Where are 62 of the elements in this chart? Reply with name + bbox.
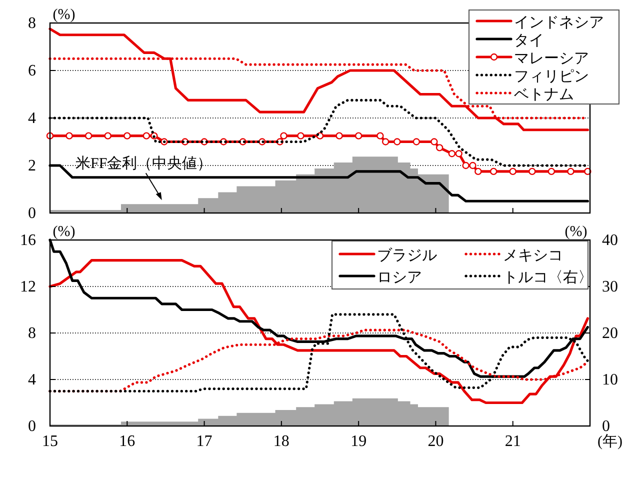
legend-label: フィリピン: [514, 69, 589, 85]
x-tick-label: 21: [504, 433, 521, 450]
point: [528, 168, 536, 176]
y-axis-title: (%): [52, 224, 76, 240]
point: [382, 138, 390, 146]
point: [474, 168, 482, 176]
point: [567, 168, 574, 176]
y2-tick-label: 30: [602, 278, 618, 296]
point: [455, 150, 462, 158]
point: [462, 162, 470, 170]
point: [124, 132, 131, 140]
y-tick-label: 8: [28, 325, 36, 342]
point: [490, 168, 498, 176]
point: [280, 132, 288, 140]
y-tick-label: 4: [28, 110, 36, 127]
point: [436, 144, 444, 152]
y-tick-label: 16: [20, 232, 36, 249]
legend-label: タイ: [514, 33, 544, 49]
point: [66, 132, 73, 140]
point: [448, 150, 456, 158]
legend-label: インドネシア: [514, 15, 604, 31]
point: [376, 132, 384, 140]
legend-label: マレーシア: [514, 51, 589, 67]
y-tick-label: 0: [28, 418, 36, 435]
legend-label: ベトナム: [514, 87, 574, 103]
legend-label: ブラジル: [377, 247, 437, 264]
y-tick-label: 8: [28, 15, 36, 32]
x-tick-label: 17: [196, 433, 212, 450]
point: [142, 132, 150, 140]
line-series: [48, 28, 589, 132]
point: [394, 138, 401, 146]
point: [469, 162, 476, 170]
y-tick-label: 2: [28, 158, 36, 174]
point: [412, 138, 420, 146]
x-tick-label: 18: [273, 433, 290, 450]
legend-label: ロシア: [377, 270, 422, 286]
x-tick-label: 19: [350, 433, 367, 450]
x-tick-label: 20: [428, 433, 444, 450]
y2-tick-label: 0: [602, 418, 610, 435]
y2-axis-title: (%): [564, 224, 588, 240]
point: [509, 168, 516, 176]
x-tick-label: 15: [42, 433, 58, 450]
y-axis-title: (%): [52, 7, 76, 23]
point: [354, 132, 362, 140]
point: [430, 138, 438, 146]
point: [336, 132, 343, 140]
x-tick-label: 16: [119, 433, 136, 450]
point: [548, 168, 556, 176]
legend-label: トルコ〈右〉: [503, 270, 593, 286]
y-tick-label: 0: [28, 205, 36, 222]
y2-tick-label: 40: [602, 232, 618, 249]
annotation: 米FF金利（中央値）: [76, 155, 212, 172]
y-tick-label: 6: [28, 62, 36, 80]
y2-tick-label: 20: [602, 325, 618, 342]
y2-tick-label: 10: [602, 372, 618, 388]
legend-label: メキシコ: [503, 248, 563, 264]
y-tick-label: 4: [28, 372, 36, 388]
point: [297, 132, 304, 140]
point: [104, 132, 112, 140]
y-tick-label: 12: [20, 278, 36, 296]
point: [84, 132, 92, 140]
x-axis-title: (年): [598, 433, 622, 450]
